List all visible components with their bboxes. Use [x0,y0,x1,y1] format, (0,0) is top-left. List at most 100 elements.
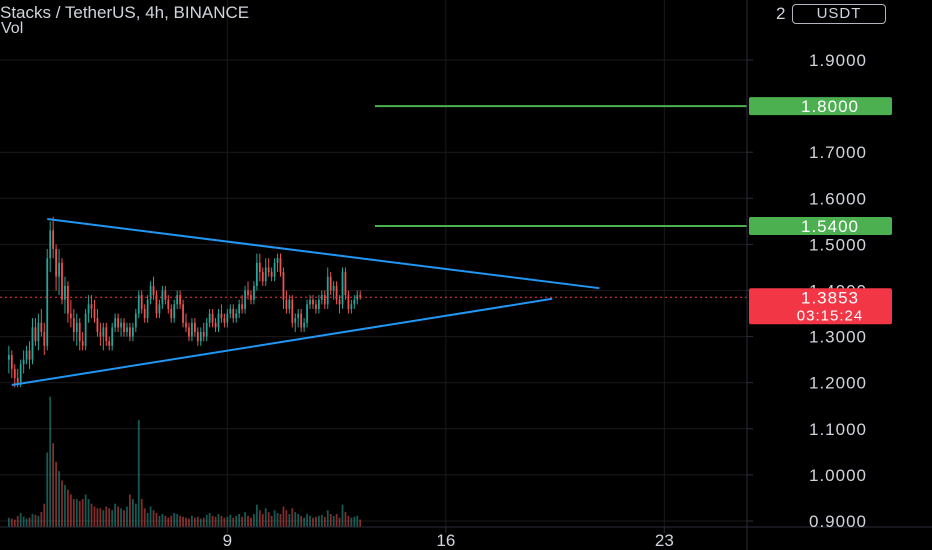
volume-bar [52,443,55,527]
level-price-label-bg [749,216,892,235]
currency-selector[interactable]: USDT [792,4,886,24]
volume-bar [158,515,161,527]
volume-bar [235,515,238,527]
volume-bar [288,513,291,527]
volume-bar [303,517,306,527]
candle-body [22,359,25,365]
price-tick-label: 0.9000 [809,512,867,531]
volume-bar [188,518,190,527]
volume-bar [69,494,72,527]
candle-body [270,272,273,277]
volume-bar [347,515,350,527]
candle-body [356,295,359,300]
volume-bar [202,517,205,527]
time-axis[interactable]: 9 16 23 [223,527,674,550]
volume-bar [120,508,122,527]
candle [152,276,155,300]
volume-bar [185,517,187,527]
volume-bar [312,517,314,527]
candle-body [87,304,90,314]
candle [31,318,34,365]
volume-bar [152,510,155,527]
volume-bar [291,508,294,527]
volume-bar [10,518,13,527]
volume-bar [129,494,131,527]
volume-bar [117,506,119,527]
candle-body [64,285,66,300]
candle [315,299,317,314]
drawings[interactable] [0,105,747,386]
candle [114,313,117,332]
candle-body [214,322,217,328]
volume-bar [211,515,214,527]
candle [326,267,329,309]
candle [223,313,226,328]
candle [13,364,16,388]
volume-indicator-label[interactable]: Vol [1,20,24,37]
current-price-label-bg [749,288,892,325]
candle [196,327,199,346]
volume-bar [102,510,105,527]
volume-bar [205,514,208,527]
volume-bar [13,519,16,527]
candle-body [211,313,214,323]
candle [294,313,297,332]
candle [193,318,196,337]
candle-body [75,322,78,332]
candle [131,322,134,342]
candle-body [279,258,282,273]
bar-countdown-label: 03:15:24 [797,307,863,324]
volume-bar [241,516,243,527]
candle [306,299,308,328]
candle-body [332,285,335,291]
candle-body [149,285,152,300]
candle-body [291,299,294,323]
candle [78,318,81,351]
candle [55,244,57,291]
candle [99,322,102,346]
candle-body [202,331,205,337]
volume-bar [126,506,128,527]
price-axis[interactable]: 1.90001.70001.60001.50001.40001.30001.20… [747,51,867,531]
volume-bar [140,499,143,527]
candle [129,322,131,342]
time-tick-label: 16 [436,531,455,550]
candle [123,318,125,337]
price-tick-label: 1.6000 [809,189,867,208]
price-tick-label: 1.7000 [809,143,867,162]
current-price-label: 1.3853 [801,288,859,307]
candle-body [247,290,249,296]
volume-bar [55,461,57,527]
time-tick-label: 9 [223,531,232,550]
candle [344,267,347,300]
volume-bar [223,517,226,527]
volume-bar [34,514,37,527]
volume-bar [300,515,303,527]
candle-body [117,318,119,328]
volume-bar [87,499,90,527]
volume-bar [170,515,173,527]
candle-body [255,262,258,286]
candle-body [31,327,34,360]
candle-body [312,299,314,305]
candle [67,281,69,323]
candle-body [52,230,55,250]
candle-body [253,285,255,300]
candle-body [28,350,31,360]
candle-body [294,318,297,323]
candle-body [335,285,338,300]
candle-body [185,322,187,328]
volume-bar [323,516,326,527]
candle [341,267,344,309]
volume-bar [81,499,84,527]
candle-body [146,299,149,319]
candle-body [329,276,332,291]
candle-body [350,304,353,309]
candle [217,308,220,332]
time-tick-label: 23 [655,531,674,550]
candle [46,249,49,351]
volume-bar [64,485,66,527]
volume-bar [359,519,362,527]
volume-bar [193,517,196,527]
